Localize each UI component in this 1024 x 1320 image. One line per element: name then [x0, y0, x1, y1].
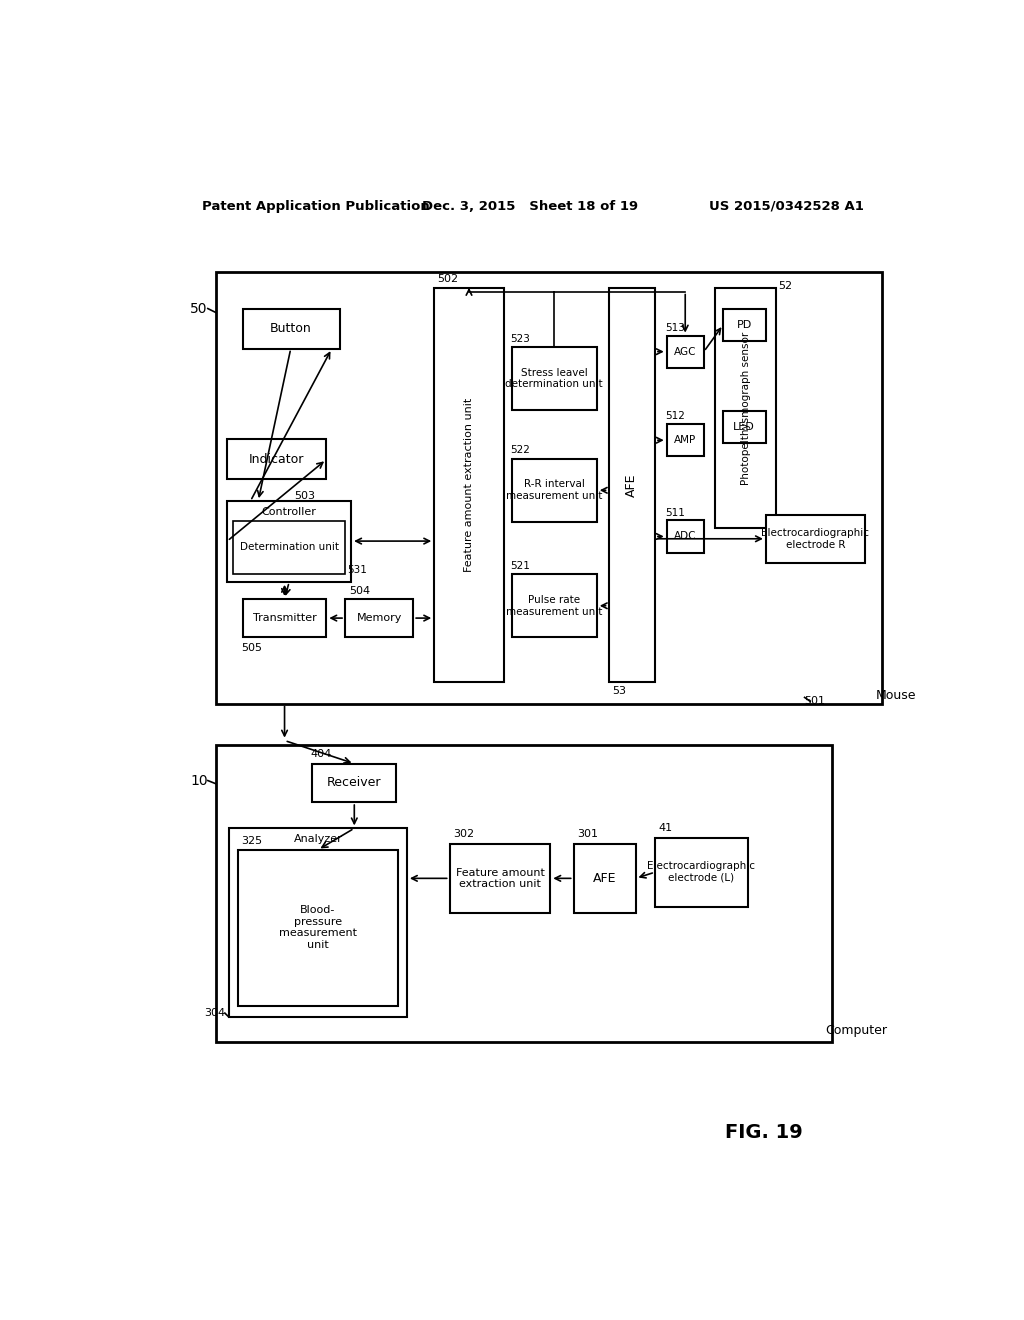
Bar — [243, 309, 340, 348]
Text: Blood-
pressure
measurement
unit: Blood- pressure measurement unit — [279, 906, 357, 950]
Text: Receiver: Receiver — [327, 776, 382, 789]
Text: 302: 302 — [454, 829, 475, 840]
Text: 513: 513 — [665, 323, 685, 333]
Bar — [345, 599, 414, 638]
Text: Analyzer: Analyzer — [294, 834, 342, 843]
Bar — [227, 502, 351, 582]
Text: R-R interval
measurement unit: R-R interval measurement unit — [506, 479, 602, 502]
Text: Determination unit: Determination unit — [240, 543, 339, 552]
Text: Memory: Memory — [356, 612, 401, 623]
Bar — [434, 288, 504, 682]
Text: 41: 41 — [658, 824, 673, 833]
Text: PD: PD — [736, 319, 752, 330]
Text: Computer: Computer — [825, 1023, 888, 1036]
Bar — [608, 288, 655, 682]
Bar — [238, 850, 397, 1006]
Text: 404: 404 — [311, 750, 332, 759]
Text: 531: 531 — [347, 565, 368, 576]
Text: ADC: ADC — [674, 532, 696, 541]
Bar — [716, 288, 776, 528]
Text: 522: 522 — [510, 445, 530, 455]
Bar — [450, 843, 550, 913]
Text: 52: 52 — [778, 281, 793, 292]
Text: 511: 511 — [665, 508, 685, 517]
Bar — [667, 424, 703, 457]
Bar — [512, 347, 597, 411]
Text: 504: 504 — [349, 586, 370, 597]
Text: Feature amount
extraction unit: Feature amount extraction unit — [456, 867, 545, 890]
Text: Indicator: Indicator — [249, 453, 304, 466]
Text: 521: 521 — [510, 561, 530, 570]
Text: 304: 304 — [204, 1008, 225, 1018]
Text: 505: 505 — [241, 643, 262, 653]
Text: 502: 502 — [437, 273, 459, 284]
Text: 501: 501 — [805, 696, 825, 706]
Text: AFE: AFE — [626, 473, 638, 496]
Bar — [512, 459, 597, 521]
Text: Photopelthysmograph sensor: Photopelthysmograph sensor — [740, 331, 751, 484]
Bar — [216, 272, 882, 704]
Text: Controller: Controller — [262, 507, 316, 517]
Text: FIG. 19: FIG. 19 — [725, 1123, 803, 1142]
Bar — [667, 335, 703, 368]
Text: 325: 325 — [241, 836, 262, 846]
Text: Dec. 3, 2015   Sheet 18 of 19: Dec. 3, 2015 Sheet 18 of 19 — [423, 199, 639, 213]
Text: LED: LED — [733, 422, 755, 432]
Text: 301: 301 — [578, 829, 598, 840]
Text: 523: 523 — [510, 334, 530, 343]
Bar — [227, 440, 327, 479]
Text: Patent Application Publication: Patent Application Publication — [202, 199, 429, 213]
Bar — [228, 829, 407, 1016]
Text: 512: 512 — [665, 412, 685, 421]
Text: Feature amount extraction unit: Feature amount extraction unit — [464, 397, 474, 572]
Bar — [233, 521, 345, 574]
Text: Electrocardiographic
electrode (L): Electrocardiographic electrode (L) — [647, 862, 756, 883]
Bar — [243, 599, 327, 638]
Text: AFE: AFE — [593, 871, 616, 884]
Text: 503: 503 — [295, 491, 315, 500]
Bar — [216, 744, 831, 1041]
Text: Button: Button — [270, 322, 311, 335]
Text: 53: 53 — [612, 686, 627, 696]
Bar — [573, 843, 636, 913]
Text: US 2015/0342528 A1: US 2015/0342528 A1 — [710, 199, 864, 213]
Text: AGC: AGC — [674, 347, 696, 356]
Text: Electrocardiographic
electrode R: Electrocardiographic electrode R — [762, 528, 869, 549]
Bar — [766, 515, 865, 562]
Bar — [655, 838, 748, 907]
Text: Mouse: Mouse — [876, 689, 916, 702]
Bar — [723, 411, 766, 444]
Text: 50: 50 — [190, 301, 208, 315]
Bar — [312, 763, 396, 803]
Bar — [723, 309, 766, 341]
Text: Pulse rate
measurement unit: Pulse rate measurement unit — [506, 595, 602, 616]
Bar — [667, 520, 703, 553]
Text: Stress leavel
determination unit: Stress leavel determination unit — [506, 368, 603, 389]
Text: 10: 10 — [190, 774, 208, 788]
Text: Transmitter: Transmitter — [253, 612, 316, 623]
Bar — [512, 574, 597, 638]
Text: AMP: AMP — [674, 436, 696, 445]
